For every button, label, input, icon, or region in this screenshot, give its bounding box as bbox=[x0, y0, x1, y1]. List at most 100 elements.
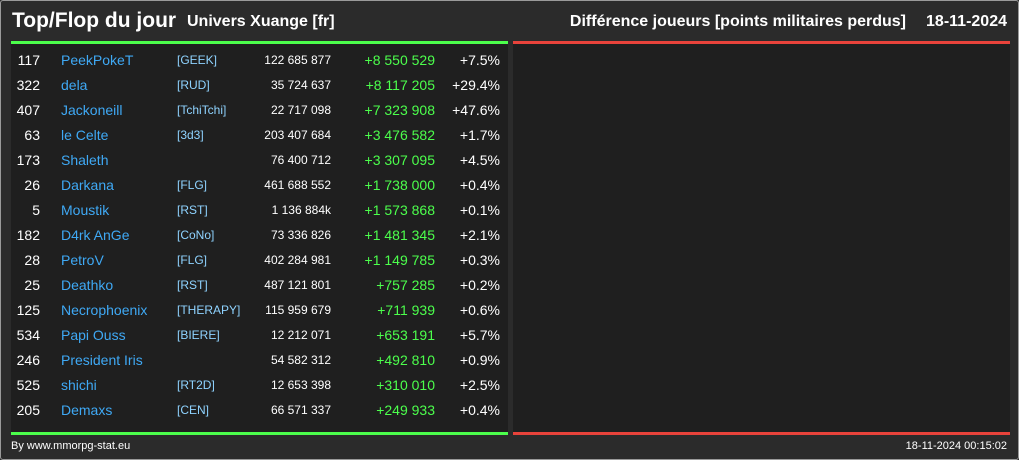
player-name-link[interactable]: le Celte bbox=[61, 127, 109, 143]
player-pct: +0.6% bbox=[459, 302, 500, 318]
player-alliance-link[interactable]: [BIERE] bbox=[177, 328, 220, 342]
player-pct: +0.1% bbox=[459, 202, 500, 218]
metric-label: Différence joueurs [points militaires pe… bbox=[569, 13, 906, 30]
player-alliance-link[interactable]: [RUD] bbox=[177, 78, 210, 92]
player-row: 182 D4rk AnGe [CoNo] 73 336 826 +1 481 345 +2… bbox=[11, 223, 508, 248]
player-row: 322 dela [RUD] 35 724 637 +8 117 205 +29.4% bbox=[11, 73, 508, 98]
player-row: 125 Necrophoenix [THERAPY] 115 959 679 +711 … bbox=[11, 298, 508, 323]
player-name-link[interactable]: Deathko bbox=[61, 277, 114, 293]
player-name-link[interactable]: Demaxs bbox=[61, 402, 113, 418]
player-name-link[interactable]: Moustik bbox=[61, 202, 110, 218]
player-points: 122 685 877 bbox=[264, 53, 331, 67]
top-panel-bar-top bbox=[11, 41, 508, 44]
player-name-link[interactable]: D4rk AnGe bbox=[61, 227, 130, 243]
player-rank: 5 bbox=[32, 202, 40, 218]
player-alliance-link[interactable]: [TchiTchi] bbox=[177, 103, 227, 117]
player-name-link[interactable]: President Iris bbox=[61, 352, 143, 368]
player-rank: 182 bbox=[16, 227, 40, 243]
player-row: 246 President Iris 54 582 312 +492 810 +0.9% bbox=[11, 348, 508, 373]
player-pct: +0.3% bbox=[459, 252, 500, 268]
player-pct: +4.5% bbox=[459, 152, 500, 168]
player-name-link[interactable]: Jackoneill bbox=[61, 102, 123, 118]
player-diff: +249 933 bbox=[376, 402, 435, 418]
player-diff: +8 550 529 bbox=[364, 52, 435, 68]
top-panel-bar-bottom bbox=[11, 432, 508, 435]
player-points: 461 688 552 bbox=[264, 178, 331, 192]
player-points: 12 212 071 bbox=[270, 328, 331, 342]
flop-panel bbox=[513, 41, 1010, 435]
top-panel: 117 PeekPokeT [GEEK] 122 685 877 +8 550 529 +… bbox=[11, 41, 508, 435]
player-alliance-link[interactable]: [CEN] bbox=[177, 403, 210, 417]
player-diff: +492 810 bbox=[376, 352, 435, 368]
player-name-link[interactable]: dela bbox=[61, 77, 88, 93]
player-points: 22 717 098 bbox=[270, 103, 331, 117]
player-pct: +0.4% bbox=[459, 402, 500, 418]
player-alliance-link[interactable]: [RST] bbox=[177, 203, 208, 217]
player-alliance-link[interactable]: [THERAPY] bbox=[177, 303, 241, 317]
universe-label: Univers Xuange [fr] bbox=[187, 13, 335, 30]
player-pct: +0.9% bbox=[459, 352, 500, 368]
player-name-link[interactable]: PeekPokeT bbox=[61, 52, 134, 68]
player-alliance-link[interactable]: [FLG] bbox=[177, 253, 208, 267]
player-diff: +757 285 bbox=[376, 277, 435, 293]
player-row: 28 PetroV [FLG] 402 284 981 +1 149 785 +0.3% bbox=[11, 248, 508, 273]
player-row: 525 shichi [RT2D] 12 653 398 +310 010 +2.5% bbox=[11, 373, 508, 398]
player-rank: 534 bbox=[16, 327, 40, 343]
player-name-link[interactable]: Necrophoenix bbox=[61, 302, 148, 318]
page-title: Top/Flop du jour bbox=[12, 9, 177, 32]
player-alliance-link[interactable]: [RT2D] bbox=[177, 378, 215, 392]
player-rank: 25 bbox=[24, 277, 40, 293]
player-pct: +2.1% bbox=[459, 227, 500, 243]
player-rank: 407 bbox=[16, 102, 40, 118]
flop-panel-bar-bottom bbox=[513, 432, 1010, 435]
player-alliance-link[interactable]: [FLG] bbox=[177, 178, 208, 192]
player-alliance-link[interactable]: [CoNo] bbox=[177, 228, 215, 242]
player-points: 73 336 826 bbox=[270, 228, 331, 242]
player-alliance-link[interactable]: [GEEK] bbox=[177, 53, 218, 67]
player-name-link[interactable]: Darkana bbox=[61, 177, 114, 193]
player-pct: +7.5% bbox=[459, 52, 500, 68]
player-name-link[interactable]: PetroV bbox=[61, 252, 104, 268]
player-diff: +1 481 345 bbox=[364, 227, 435, 243]
player-rank: 125 bbox=[16, 302, 40, 318]
player-pct: +5.7% bbox=[459, 327, 500, 343]
player-row: 63 le Celte [3d3] 203 407 684 +3 476 582 +1.7… bbox=[11, 123, 508, 148]
player-points: 35 724 637 bbox=[270, 78, 331, 92]
player-pct: +29.4% bbox=[452, 77, 500, 93]
player-row: 117 PeekPokeT [GEEK] 122 685 877 +8 550 529 +… bbox=[11, 48, 508, 73]
player-pct: +47.6% bbox=[452, 102, 500, 118]
player-rank: 63 bbox=[24, 127, 40, 143]
player-row: 407 Jackoneill [TchiTchi] 22 717 098 +7 323 … bbox=[11, 98, 508, 123]
player-diff: +8 117 205 bbox=[365, 77, 435, 93]
flop-panel-bar-top bbox=[513, 41, 1010, 44]
player-points: 12 653 398 bbox=[270, 378, 331, 392]
player-alliance-link[interactable]: [RST] bbox=[177, 278, 208, 292]
player-name-link[interactable]: shichi bbox=[61, 377, 97, 393]
player-row: 25 Deathko [RST] 487 121 801 +757 285 +0.2% bbox=[11, 273, 508, 298]
player-points: 1 136 884k bbox=[271, 203, 331, 217]
player-points: 203 407 684 bbox=[264, 128, 331, 142]
player-diff: +653 191 bbox=[376, 327, 435, 343]
player-diff: +711 939 bbox=[377, 302, 435, 318]
player-points: 402 284 981 bbox=[264, 253, 331, 267]
player-alliance-link[interactable]: [3d3] bbox=[177, 128, 204, 142]
player-rank: 246 bbox=[16, 352, 40, 368]
player-name-link[interactable]: Papi Ouss bbox=[61, 327, 126, 343]
player-rank: 26 bbox=[24, 177, 40, 193]
player-rank: 28 bbox=[24, 252, 40, 268]
player-rank: 205 bbox=[16, 402, 40, 418]
player-diff: +1 149 785 bbox=[364, 252, 435, 268]
player-points: 487 121 801 bbox=[264, 278, 331, 292]
report-date: 18-11-2024 bbox=[926, 13, 1007, 30]
source-credit: By www.mmorpg-stat.eu bbox=[11, 440, 131, 452]
player-name-link[interactable]: Shaleth bbox=[61, 152, 109, 168]
player-diff: +1 573 868 bbox=[364, 202, 435, 218]
top-list: 117 PeekPokeT [GEEK] 122 685 877 +8 550 529 +… bbox=[11, 48, 508, 423]
player-points: 115 959 679 bbox=[265, 303, 331, 317]
player-pct: +0.4% bbox=[459, 177, 500, 193]
player-row: 534 Papi Ouss [BIERE] 12 212 071 +653 191 +5.… bbox=[11, 323, 508, 348]
player-points: 66 571 337 bbox=[270, 403, 331, 417]
player-diff: +3 476 582 bbox=[364, 127, 435, 143]
player-pct: +2.5% bbox=[459, 377, 500, 393]
